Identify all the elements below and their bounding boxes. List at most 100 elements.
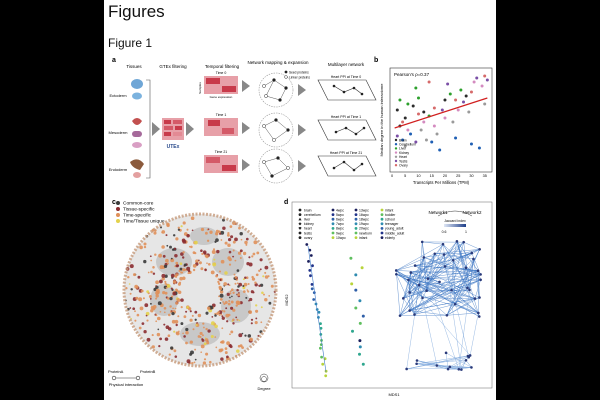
scatter-point-2-4 (448, 92, 452, 96)
panel-d-letter: d (284, 199, 288, 206)
legend-seed: Seed proteins (289, 71, 309, 75)
samples-label: Samples (198, 82, 202, 94)
d-legend-stage-4: young_adult (385, 227, 404, 231)
scatter-point-0-5 (464, 94, 468, 98)
jaccard-colorbar (444, 224, 466, 227)
d-legend-time2-1: 16wpc (359, 213, 369, 217)
panel-d: d braincerebellumliverkidneyhearttestiso… (284, 199, 493, 397)
d-legend-time-3: 7wpc (336, 222, 344, 226)
panel-c-legend: Common-coreTissue-specificTime-specificT… (116, 201, 165, 225)
scatter-point-0-0 (395, 108, 399, 112)
d-legend-tissue-0: brain (304, 208, 312, 212)
page-title: Figures (108, 2, 165, 21)
legend-swatch-3 (394, 151, 398, 154)
c-legend-swatch-3 (116, 219, 120, 223)
scatter-point-4-1 (419, 128, 423, 132)
scatter-point-4-5 (483, 102, 487, 106)
temporal-heatmaps: Time 0 Gene expression Samples Time 1 Ti… (198, 71, 238, 173)
pearson-annotation: Pearson's ρ=0.37 (394, 72, 430, 77)
x-tick-label-6: 30 (469, 174, 473, 178)
scatter-point-6-5 (483, 74, 487, 78)
legend-label-4: Heart (399, 155, 407, 159)
scatter-point-3-2 (432, 124, 436, 128)
step-label-temporal: Temporal filtering (205, 64, 240, 69)
time-label-0: Time 0 (216, 71, 227, 75)
scatter-point-0-2 (411, 104, 415, 108)
legend-label-0: Brain (399, 138, 407, 142)
d-legend-time2-5: newborn (359, 231, 372, 235)
network-hairball (122, 212, 278, 368)
legend-swatch-5 (394, 159, 398, 163)
legend-label-3: Kidney (399, 151, 409, 155)
jaccard-tick-low: 0.6 (442, 230, 447, 234)
legend-label-6: Ovary (399, 164, 408, 168)
d-legend-tissue-1: cerebellum (304, 213, 321, 217)
label-ectoderm: Ectoderm (109, 93, 127, 98)
protein-a-label: ProteinA (108, 369, 124, 374)
x-tick-label-2: 10 (416, 174, 420, 178)
document-page: Figures Figure 1 a Tissues GTEx filterin… (104, 0, 496, 400)
chart-x-axis-label: Transcripts Per Millions (TPM) (413, 180, 470, 185)
degree-label: Degree (257, 386, 271, 391)
ppi-label-1: Heart PPI at Time 1 (331, 115, 362, 119)
scatter-point-5-5 (485, 78, 489, 82)
scatter-point-6-4 (469, 90, 473, 94)
heart-icon (132, 118, 142, 125)
c-legend-swatch-0 (116, 201, 120, 205)
scatter-point-4-3 (451, 120, 455, 124)
scatter-point-0-1 (403, 116, 407, 120)
label-endoderm: Endoderm (109, 167, 128, 172)
liver-icon (130, 159, 144, 170)
scatter-point-4-0 (403, 144, 407, 148)
scatter-point-3-0 (406, 128, 410, 132)
chart-legend: BrainCerebellumLiverKidneyHeartTestisOva… (394, 138, 416, 168)
scatter-point-5-1 (414, 140, 418, 144)
legend-swatch-2 (394, 147, 398, 150)
cerebellum-icon (132, 92, 142, 100)
x-tick-label-3: 15 (430, 174, 434, 178)
arrow-icon (242, 159, 250, 171)
scatter-point-0-4 (443, 98, 447, 102)
c-legend-label-1: Tissue-specific (123, 207, 155, 213)
mds-y-axis-label: MDS2 (284, 294, 289, 306)
protein-b-label: ProteinB (140, 369, 156, 374)
chart-plot-area (389, 67, 493, 173)
scatter-point-2-6 (414, 86, 418, 90)
scatter-point-3-1 (422, 120, 426, 124)
x-tick-label-4: 20 (443, 174, 447, 178)
network2-label: Network2 (462, 210, 482, 215)
arrow-icon (298, 84, 306, 96)
scatter-point-1-4 (469, 142, 473, 146)
x-tick-label-1: 5 (404, 174, 406, 178)
brain-icon (131, 79, 143, 89)
d-legend-time-1: 5wpc (336, 213, 344, 217)
x-tick-label-7: 35 (483, 174, 487, 178)
scatter-point-6-6 (427, 80, 431, 84)
arrow-icon (298, 160, 306, 172)
chart-marks (394, 74, 489, 152)
scatter-point-3-3 (456, 108, 460, 112)
d-legend-stage-3: teenager (385, 222, 399, 226)
panel-a: a Tissues GTEx filtering Temporal filter… (109, 57, 377, 184)
c-legend-label-3: Time/Tissue unique (123, 219, 165, 225)
x-tick-label-0: 0 (391, 174, 393, 178)
scatter-point-3-5 (480, 84, 484, 88)
scatter-point-2-5 (459, 88, 463, 92)
tissue-bracket (146, 79, 151, 179)
c-legend-label-0: Common-core (123, 201, 154, 207)
step-label-network: Network mapping & expansion (247, 60, 309, 65)
chart-y-axis-label: Median degree in the human interactome (379, 83, 384, 157)
network1-label: Network1 (428, 210, 448, 215)
scatter-point-1-1 (409, 132, 413, 136)
scatter-point-1-6 (438, 148, 442, 152)
time-label-1: Time 1 (216, 113, 227, 117)
scatter-point-5-3 (462, 100, 466, 104)
legend-linker: Linker proteins (289, 76, 310, 80)
d-legend-time-5: 9wpc (336, 231, 344, 235)
arrow-icon (298, 124, 306, 136)
d-legend-tissue-4: heart (304, 227, 312, 231)
ovary-icon (133, 172, 141, 178)
d-legend-time2-0: 13wpc (359, 208, 369, 212)
d-legend-stage-2: school (385, 218, 395, 222)
arrow-icon (242, 80, 250, 92)
